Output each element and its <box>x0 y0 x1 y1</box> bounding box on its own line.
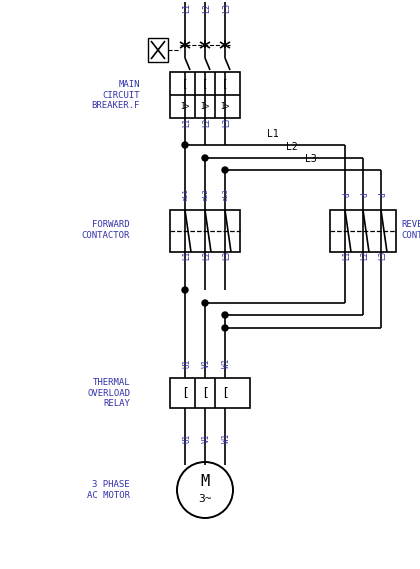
Text: L2: L2 <box>286 142 298 152</box>
Text: cL1: cL1 <box>182 189 188 201</box>
Text: [: [ <box>181 386 189 399</box>
Text: MAIN
CIRCUIT
BREAKER.F: MAIN CIRCUIT BREAKER.F <box>92 80 140 110</box>
Text: [: [ <box>221 386 229 399</box>
Text: 3~: 3~ <box>198 494 212 504</box>
Text: d: d <box>378 193 387 197</box>
Text: I>: I> <box>180 102 189 111</box>
Text: d: d <box>342 193 351 197</box>
Text: V1: V1 <box>202 358 211 368</box>
Text: L1: L1 <box>342 250 351 259</box>
Text: W1: W1 <box>222 358 231 368</box>
Text: I>: I> <box>220 102 230 111</box>
Text: FORWARD
CONTACTOR: FORWARD CONTACTOR <box>81 220 130 240</box>
Text: V1: V1 <box>202 434 211 443</box>
Text: [: [ <box>222 79 228 89</box>
Text: L3: L3 <box>378 250 387 259</box>
Bar <box>170 378 250 408</box>
Text: 3 PHASE
AC MOTOR: 3 PHASE AC MOTOR <box>87 480 130 500</box>
Text: I>: I> <box>200 102 210 111</box>
Text: W1: W1 <box>222 434 231 443</box>
Text: L2: L2 <box>202 250 211 259</box>
Text: [: [ <box>201 386 209 399</box>
Text: U1: U1 <box>182 358 191 368</box>
Bar <box>170 210 240 252</box>
Circle shape <box>222 325 228 331</box>
Bar <box>148 38 168 62</box>
Text: L2: L2 <box>360 250 369 259</box>
Text: d: d <box>360 193 369 197</box>
Circle shape <box>222 167 228 173</box>
Circle shape <box>222 312 228 318</box>
Text: cL3: cL3 <box>222 189 228 201</box>
Text: L3: L3 <box>222 117 231 127</box>
Bar <box>330 210 396 252</box>
Circle shape <box>182 142 188 148</box>
Text: [: [ <box>182 79 188 89</box>
Text: L3: L3 <box>305 154 317 164</box>
Text: THERMAL
OVERLOAD
RELAY: THERMAL OVERLOAD RELAY <box>87 378 130 408</box>
Text: L2: L2 <box>202 117 211 127</box>
Text: [: [ <box>202 79 208 89</box>
Text: REVERSE
CONTACTOR: REVERSE CONTACTOR <box>401 220 420 240</box>
Text: L1: L1 <box>182 3 191 13</box>
Text: L3: L3 <box>222 250 231 259</box>
Text: L1: L1 <box>267 129 279 139</box>
Text: L1: L1 <box>182 117 191 127</box>
Bar <box>170 72 240 118</box>
Text: L1: L1 <box>182 250 191 259</box>
Text: M: M <box>200 475 210 489</box>
Circle shape <box>202 155 208 161</box>
Text: U1: U1 <box>182 434 191 443</box>
Circle shape <box>182 287 188 293</box>
Text: cL2: cL2 <box>202 189 208 201</box>
Text: L2: L2 <box>202 3 211 13</box>
Text: L3: L3 <box>222 3 231 13</box>
Circle shape <box>202 300 208 306</box>
